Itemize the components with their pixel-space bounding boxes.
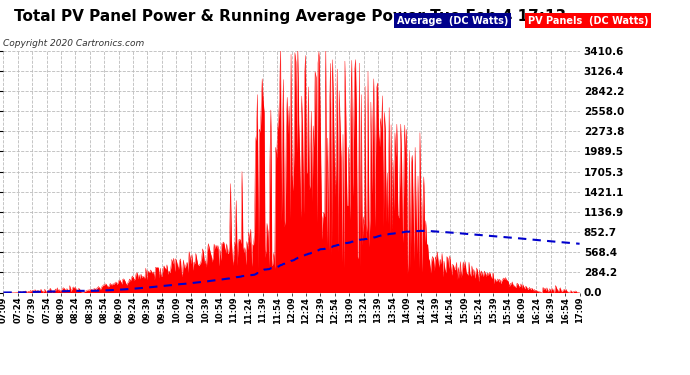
Text: Average  (DC Watts): Average (DC Watts) (397, 16, 508, 26)
Text: PV Panels  (DC Watts): PV Panels (DC Watts) (528, 16, 649, 26)
Text: Copyright 2020 Cartronics.com: Copyright 2020 Cartronics.com (3, 39, 145, 48)
Text: Total PV Panel Power & Running Average Power Tue Feb 4 17:13: Total PV Panel Power & Running Average P… (14, 9, 566, 24)
